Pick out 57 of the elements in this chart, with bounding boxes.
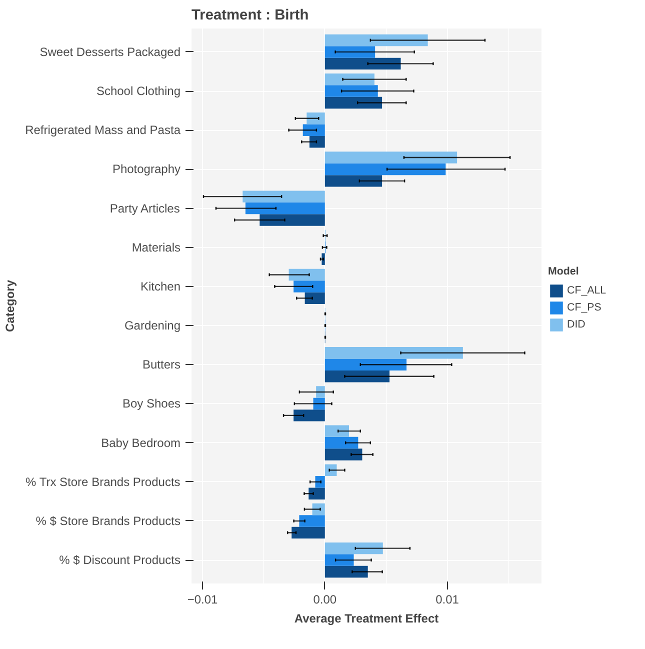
y-tick-label: % $ Store Brands Products [36, 514, 181, 528]
bar [324, 175, 382, 187]
y-tick-label: School Clothing [96, 84, 181, 98]
bar [324, 425, 349, 437]
bar [324, 85, 378, 97]
bar [324, 542, 383, 554]
y-tick-label: Photography [112, 162, 181, 176]
bar [302, 124, 325, 136]
bar [324, 58, 401, 70]
bar [294, 280, 325, 292]
bar [324, 34, 428, 46]
bar [324, 46, 376, 58]
y-tick-label: Gardening [124, 318, 181, 333]
bar [324, 370, 390, 382]
y-tick-label: Butters [142, 358, 180, 372]
y-tick-label: Materials [132, 240, 181, 254]
x-tick-label: 0.00 [313, 592, 337, 606]
bar [288, 268, 325, 281]
bar [299, 515, 325, 527]
bar [245, 202, 325, 214]
bar [304, 292, 325, 304]
bar [324, 358, 407, 370]
y-tick-label: % $ Discount Products [59, 553, 180, 568]
bar [324, 566, 368, 578]
bar [260, 214, 325, 226]
y-tick-label: Sweet Desserts Packaged [40, 44, 181, 59]
legend-label: DID [567, 318, 586, 330]
bar [324, 152, 458, 164]
bar [315, 476, 325, 488]
x-tick-label: 0.01 [436, 592, 460, 606]
y-tick-label: Baby Bedroom [101, 436, 181, 450]
bar [316, 386, 325, 398]
legend-title: Model [548, 266, 580, 278]
bar [242, 190, 325, 202]
y-axis-title: Category [3, 280, 18, 332]
chart-title: Treatment : Birth [192, 8, 309, 24]
legend-label: CF_ALL [567, 284, 606, 296]
y-tick-label: Refrigerated Mass and Pasta [25, 123, 181, 138]
bar [309, 136, 325, 148]
bar [292, 526, 325, 539]
y-tick-label: Boy Shoes [122, 396, 181, 411]
bar [306, 112, 325, 124]
x-tick-label: −0.01 [187, 592, 218, 606]
bar [324, 436, 358, 449]
bar [324, 96, 382, 109]
bar [324, 448, 362, 460]
legend-label: CF_PS [567, 302, 602, 314]
bar [294, 410, 325, 422]
y-tick-label: Party Articles [110, 201, 180, 216]
bar [324, 347, 463, 359]
bar [324, 163, 446, 176]
bar [308, 488, 325, 500]
x-axis-title: Average Treatment Effect [294, 612, 439, 626]
y-tick-label: % Trx Store Brands Products [26, 474, 180, 489]
bar [324, 554, 354, 566]
bar [324, 73, 374, 86]
y-tick-label: Kitchen [140, 279, 181, 294]
